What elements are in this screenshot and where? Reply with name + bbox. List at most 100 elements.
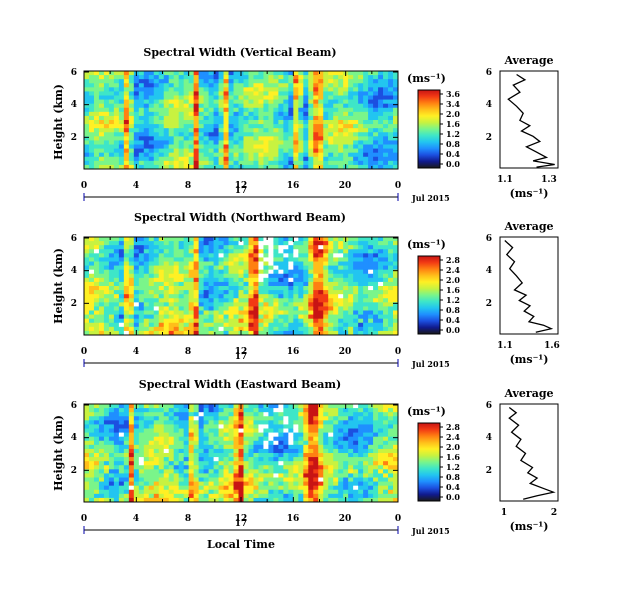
heatmap-cell xyxy=(308,261,314,266)
heatmap-cell xyxy=(393,124,399,129)
heatmap-cell xyxy=(318,461,324,466)
heatmap-cell xyxy=(228,269,234,275)
heatmap-cell xyxy=(108,152,115,158)
heatmap-cell xyxy=(203,91,209,96)
heatmap-cell xyxy=(118,453,125,458)
heatmap-cell xyxy=(193,164,200,170)
heatmap-cell xyxy=(333,310,339,315)
heatmap-cell xyxy=(233,124,239,129)
heatmap-cell xyxy=(303,111,309,117)
heatmap-cell xyxy=(248,440,254,446)
heatmap-cell xyxy=(153,436,160,442)
heatmap-cell xyxy=(383,257,389,262)
heatmap-cell xyxy=(278,436,284,442)
heatmap-cell xyxy=(348,473,354,478)
heatmap-cell xyxy=(103,241,110,246)
heatmap-cell xyxy=(283,420,289,425)
heatmap-cell xyxy=(228,473,234,478)
heatmap-cell xyxy=(353,75,359,80)
heatmap-cell xyxy=(263,412,269,417)
heatmap-cell xyxy=(253,111,259,117)
heatmap-cell xyxy=(358,83,364,88)
avg-title: Average xyxy=(503,387,553,400)
heatmap-cell xyxy=(228,416,234,421)
heatmap-cell xyxy=(218,237,224,242)
colorbar-gradient xyxy=(417,255,441,335)
heatmap-cell xyxy=(318,79,324,84)
heatmap-cell xyxy=(113,241,120,246)
heatmap-cell xyxy=(173,481,180,487)
heatmap-cell xyxy=(368,432,374,438)
heatmap-cell xyxy=(198,152,205,158)
heatmap-cell xyxy=(273,310,279,315)
heatmap-cell xyxy=(288,453,294,458)
heatmap-cell xyxy=(188,156,195,162)
heatmap-cell xyxy=(198,489,205,495)
heatmap-cell xyxy=(228,310,234,315)
heatmap-cell xyxy=(368,294,374,299)
heatmap-cell xyxy=(278,128,284,133)
heatmap-cell xyxy=(378,412,384,417)
heatmap-cell xyxy=(273,111,279,117)
heatmap-cell xyxy=(308,245,314,250)
heatmap-cell xyxy=(143,115,150,121)
heatmap-cell xyxy=(268,302,274,307)
heatmap-cell xyxy=(98,107,105,113)
heatmap-cell xyxy=(283,440,289,446)
heatmap-cell xyxy=(393,237,399,242)
heatmap-cell xyxy=(363,286,369,291)
heatmap-cell xyxy=(368,469,374,474)
heatmap-cell xyxy=(338,111,344,117)
heatmap-cell xyxy=(363,87,369,92)
heatmap-cell xyxy=(378,428,384,433)
heatmap-cell xyxy=(348,277,354,283)
heatmap-cell xyxy=(278,273,284,279)
heatmap-cell xyxy=(333,290,339,295)
heatmap-cell xyxy=(88,465,95,470)
heatmap-cell xyxy=(188,281,195,287)
heatmap-cell xyxy=(253,436,259,442)
heatmap-cell xyxy=(248,408,254,413)
heatmap-cell xyxy=(113,310,120,315)
heatmap-cell xyxy=(188,144,195,149)
heatmap-cell xyxy=(248,306,254,311)
heatmap-cell xyxy=(273,461,279,466)
heatmap-cell xyxy=(223,265,229,271)
heatmap-cell xyxy=(118,120,125,125)
heatmap-cell xyxy=(348,257,354,262)
heatmap-cell xyxy=(248,164,254,170)
heatmap-cell xyxy=(228,111,234,117)
heatmap-cell xyxy=(208,160,214,166)
heatmap-cell xyxy=(298,412,304,417)
heatmap-cell xyxy=(158,144,165,149)
heatmap-cell xyxy=(163,245,170,250)
heatmap-cell xyxy=(153,457,160,462)
heatmap-cell xyxy=(378,457,384,462)
heatmap-cell xyxy=(268,424,274,429)
heatmap-cell xyxy=(118,160,125,166)
heatmap-cell xyxy=(223,286,229,291)
heatmap-cell xyxy=(293,481,299,487)
heatmap-cell xyxy=(388,261,394,266)
heatmap-cell xyxy=(178,428,185,433)
heatmap-cell xyxy=(198,298,205,303)
heatmap-cell xyxy=(283,432,289,438)
heatmap-cell xyxy=(148,148,155,154)
heatmap-cell xyxy=(153,493,160,499)
heatmap-cell xyxy=(248,91,254,96)
heatmap-cell xyxy=(213,160,219,166)
heatmap-cell xyxy=(188,444,195,450)
heatmap-cell xyxy=(233,298,239,303)
heatmap-cell xyxy=(223,310,229,315)
heatmap-cell xyxy=(238,95,244,100)
heatmap-cell xyxy=(183,103,190,109)
heatmap-cell xyxy=(103,249,110,254)
heatmap-cell xyxy=(388,420,394,425)
heatmap-cell xyxy=(118,265,125,271)
heatmap-cell xyxy=(218,477,224,482)
heatmap-cell xyxy=(303,136,309,141)
heatmap-cell xyxy=(153,273,160,279)
heatmap-cell xyxy=(188,432,195,438)
heatmap-cell xyxy=(138,99,145,105)
heatmap-cell xyxy=(388,432,394,438)
